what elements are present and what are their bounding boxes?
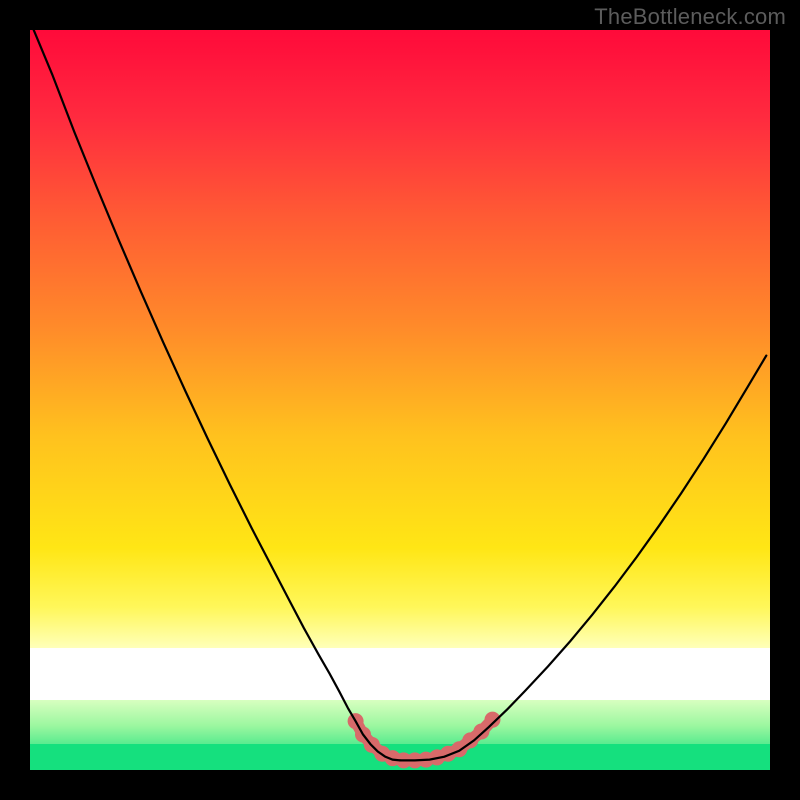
curve-layer [30, 30, 770, 770]
curve-left [34, 30, 400, 760]
highlight-marker [473, 724, 489, 740]
highlight-marker [485, 712, 501, 728]
plot-area [30, 30, 770, 770]
watermark-text: TheBottleneck.com [594, 4, 786, 30]
curve-right [400, 356, 766, 761]
